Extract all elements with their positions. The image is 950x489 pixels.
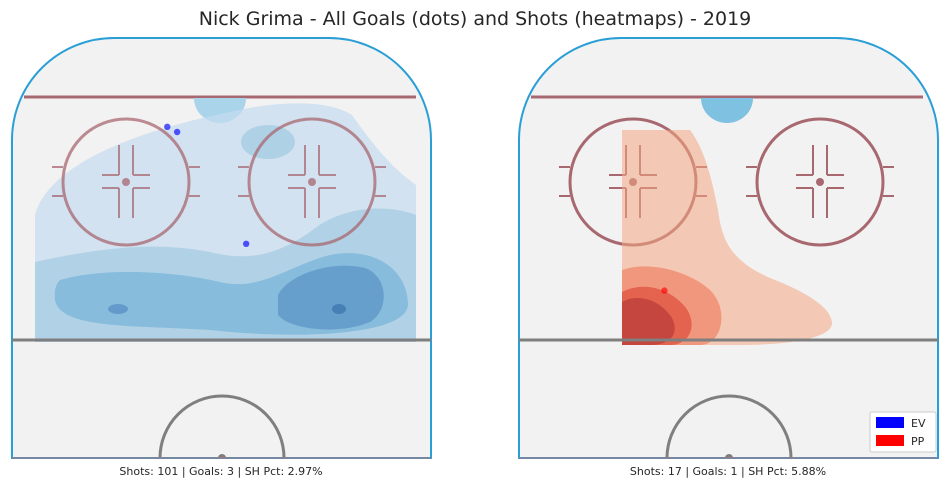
panel-caption-pp: Shots: 17 | Goals: 1 | SH Pct: 5.88%: [630, 465, 826, 478]
neutral-zone-circle: [665, 394, 793, 459]
legend-label-pp: PP: [911, 435, 925, 448]
legend-label-ev: EV: [911, 417, 926, 430]
goal-crease: [701, 98, 753, 123]
goal-point: [661, 287, 668, 294]
shot-heatmap: [35, 103, 416, 342]
goal-point: [173, 128, 181, 136]
goal-point: [242, 240, 250, 247]
center-dot: [218, 454, 226, 458]
legend-swatch-pp: [876, 435, 904, 446]
faceoff-circle-right: [746, 117, 894, 247]
legend: EV PP: [869, 411, 937, 453]
panel-caption-ev: Shots: 101 | Goals: 3 | SH Pct: 2.97%: [119, 465, 322, 478]
legend-swatch-ev: [876, 417, 904, 428]
shot-heatmap: [622, 130, 833, 345]
faceoff-circle-right: [238, 117, 386, 247]
faceoff-circle-left: [52, 117, 200, 247]
panel-ev: Shots: 101 | Goals: 3 | SH Pct: 2.97%: [11, 37, 432, 478]
goal-markers-ev: [164, 123, 250, 247]
goal-markers-pp: [661, 287, 668, 294]
center-dot: [725, 454, 733, 458]
neutral-zone-circle: [158, 394, 286, 459]
goal-point: [164, 123, 171, 130]
panel-pp: Shots: 17 | Goals: 1 | SH Pct: 5.88% EV …: [518, 37, 939, 478]
chart-title: Nick Grima - All Goals (dots) and Shots …: [199, 8, 752, 30]
